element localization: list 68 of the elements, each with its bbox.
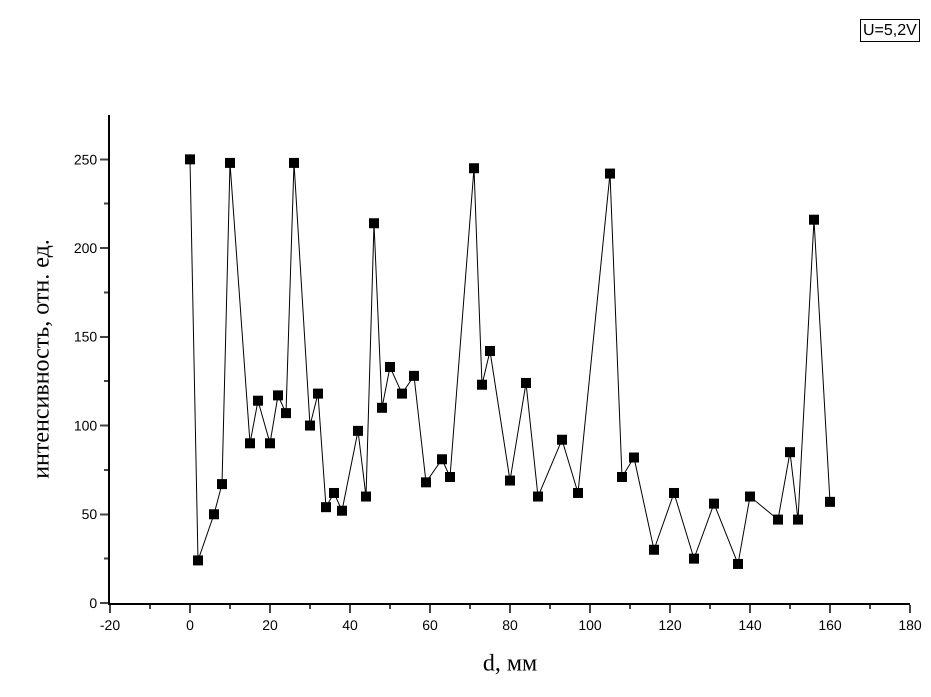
y-tick-label: 250 bbox=[74, 151, 98, 168]
point bbox=[785, 447, 795, 458]
point bbox=[617, 472, 627, 482]
point bbox=[193, 555, 203, 566]
point bbox=[533, 492, 543, 502]
point bbox=[185, 154, 195, 164]
point bbox=[689, 554, 699, 564]
y-tick-label: 200 bbox=[74, 240, 98, 256]
x-tick-label: 160 bbox=[818, 616, 842, 633]
point bbox=[409, 370, 419, 381]
x-tick-label: 180 bbox=[898, 616, 922, 633]
y-tick-label: 150 bbox=[74, 328, 98, 345]
point bbox=[573, 488, 583, 498]
point bbox=[477, 380, 487, 390]
point bbox=[825, 496, 835, 507]
point bbox=[337, 506, 347, 516]
x-tick-label: 40 bbox=[342, 616, 358, 633]
point bbox=[745, 492, 755, 502]
point bbox=[369, 218, 379, 228]
point bbox=[793, 514, 803, 525]
point bbox=[361, 492, 371, 502]
x-tick-label: 120 bbox=[658, 616, 682, 633]
point bbox=[445, 472, 455, 482]
y-axis-title: интенсивность, отн. ед. bbox=[28, 239, 54, 479]
x-tick-label: -20 bbox=[100, 616, 120, 633]
point bbox=[557, 434, 567, 445]
text: U=5,2V bbox=[863, 22, 918, 39]
point bbox=[629, 452, 639, 462]
point bbox=[353, 426, 363, 436]
point bbox=[709, 498, 719, 509]
x-tick-label: 140 bbox=[738, 616, 762, 633]
point bbox=[377, 402, 387, 413]
point bbox=[289, 158, 299, 168]
x-tick-label: 20 bbox=[262, 616, 278, 633]
point bbox=[437, 454, 447, 464]
point bbox=[505, 476, 515, 486]
y-tick-label: 100 bbox=[74, 417, 98, 434]
point bbox=[253, 396, 263, 406]
point bbox=[733, 558, 743, 569]
point bbox=[649, 544, 659, 555]
point bbox=[521, 378, 531, 388]
point bbox=[245, 438, 255, 448]
point bbox=[217, 479, 227, 490]
x-tick-label: 80 bbox=[502, 616, 518, 633]
point bbox=[469, 163, 479, 174]
point bbox=[225, 158, 235, 168]
x-tick-label: 60 bbox=[422, 616, 438, 633]
point bbox=[397, 388, 407, 399]
point bbox=[321, 502, 331, 512]
y-tick-label: 50 bbox=[82, 506, 98, 522]
point bbox=[313, 388, 323, 399]
point bbox=[385, 362, 395, 372]
point bbox=[605, 168, 615, 179]
x-tick-label: 100 bbox=[578, 616, 602, 633]
point bbox=[485, 346, 495, 356]
point bbox=[329, 488, 339, 498]
point bbox=[669, 488, 679, 498]
point bbox=[281, 408, 291, 418]
point bbox=[305, 420, 315, 431]
point bbox=[773, 514, 783, 525]
point bbox=[421, 477, 431, 488]
x-tick-label: 0 bbox=[186, 616, 194, 633]
y-tick-label: 0 bbox=[89, 594, 98, 611]
point bbox=[209, 509, 219, 520]
x-axis-title: d, мм bbox=[482, 650, 538, 677]
point bbox=[265, 438, 275, 448]
point bbox=[809, 214, 819, 225]
point bbox=[273, 390, 283, 400]
